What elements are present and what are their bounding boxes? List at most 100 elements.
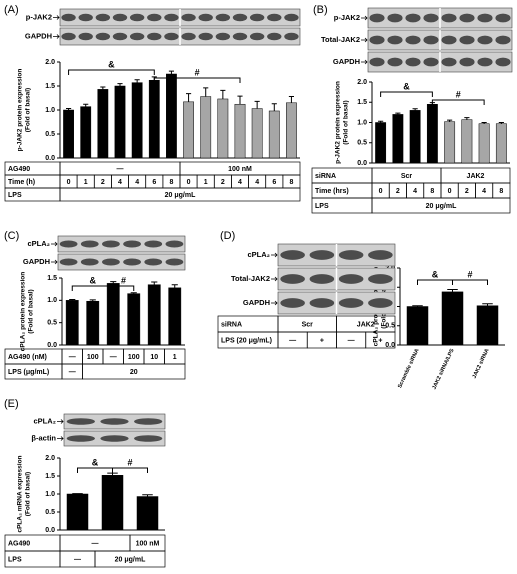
error-bar — [447, 119, 453, 122]
error-bar — [271, 103, 277, 111]
table-row-label: LPS — [8, 192, 22, 199]
table-cell — [94, 550, 166, 568]
significance-bracket — [431, 99, 485, 105]
table-cell-text: — — [74, 556, 81, 563]
blot-band — [369, 57, 385, 67]
blot-arrow — [361, 15, 368, 21]
blot-arrow — [57, 436, 64, 441]
significance-bracket — [112, 285, 135, 291]
table-cell-text: 2 — [101, 179, 105, 186]
significance-mark: # — [456, 89, 461, 99]
panel-label: (B) — [313, 4, 328, 16]
table-cell-text: 4 — [135, 179, 139, 186]
blot-band — [405, 57, 421, 67]
bar — [65, 300, 79, 346]
table-cell-text: 20 μg/mL — [115, 556, 146, 563]
significance-mark: & — [403, 81, 410, 91]
bar — [286, 102, 297, 159]
blot-band — [198, 13, 213, 22]
blot-label: p-JAK2 — [334, 13, 360, 22]
table-cell-text: 0 — [67, 179, 71, 186]
table-cell-text: 10 — [150, 354, 158, 361]
table-cell-text: 8 — [499, 188, 503, 195]
blot-band — [215, 32, 231, 41]
bar — [392, 114, 404, 164]
table-cell-text: JAK2 — [467, 173, 485, 180]
blot-band — [66, 435, 95, 442]
table-cell-text: 6 — [272, 179, 276, 186]
table-cell-text: 0 — [379, 188, 383, 195]
x-tick-label: Scramble siRNA — [397, 348, 421, 389]
table-cell-text: 1 — [84, 179, 88, 186]
bar — [97, 89, 109, 159]
bar — [375, 122, 387, 164]
blot-band — [78, 13, 93, 22]
bar — [66, 493, 89, 531]
blot-band — [249, 13, 265, 22]
table-row-label: AG490 — [8, 166, 30, 173]
blot-band — [387, 35, 403, 45]
error-bar — [69, 298, 76, 301]
y-tick-label: 0.5 — [357, 140, 367, 147]
table-cell-text: 100 — [87, 354, 99, 361]
blot-band — [284, 32, 299, 41]
bar — [166, 73, 177, 159]
blot-band — [423, 57, 439, 67]
bar — [147, 284, 161, 346]
blot-band — [405, 35, 421, 45]
bar — [478, 123, 490, 164]
table-cell-text: + — [320, 337, 324, 344]
table-row-label: LPS (20 μg/mL) — [221, 337, 272, 344]
y-axis-label: p-JAK2 protein expression — [335, 81, 342, 164]
blot-band — [134, 435, 163, 442]
blot-band — [267, 13, 282, 22]
significance-bracket — [112, 467, 148, 473]
table-cell-text: Scr — [401, 173, 413, 180]
blot-band — [165, 240, 184, 248]
table-row-label: LPS — [315, 203, 329, 210]
error-bar — [237, 95, 243, 105]
bar — [183, 101, 194, 159]
blot-band — [284, 13, 299, 22]
table-cell-text: 20 μg/mL — [165, 192, 196, 199]
table-cell-text: 100 — [128, 354, 140, 361]
blot-band — [100, 418, 129, 425]
blot-band — [198, 32, 213, 41]
error-bar — [110, 281, 117, 284]
blot-band — [164, 13, 179, 22]
blot-band — [423, 35, 439, 45]
blot-band — [66, 418, 95, 425]
bar — [426, 104, 438, 164]
blot-label: Total-JAK2 — [231, 274, 270, 283]
y-tick-label: 0.0 — [47, 342, 57, 349]
table-cell-text: 8 — [169, 179, 173, 186]
table-cell-text: — — [69, 369, 76, 376]
bar — [461, 119, 473, 164]
error-bar — [498, 122, 504, 124]
y-axis-label: (Fold of basal) — [343, 100, 350, 144]
table-cell-text: 2 — [396, 188, 400, 195]
blot-band — [59, 258, 78, 266]
y-tick-label: 0.0 — [357, 160, 367, 167]
blot-arrow — [271, 252, 278, 258]
table-cell-text: 4 — [238, 179, 242, 186]
error-bar — [171, 284, 178, 288]
table-cell — [59, 187, 301, 202]
error-bar — [168, 70, 174, 74]
bar — [80, 106, 92, 159]
blot-arrow — [51, 259, 58, 265]
significance-mark: & — [92, 457, 99, 467]
table-row-label: Time (h) — [8, 179, 35, 186]
significance-mark: # — [121, 275, 126, 285]
blot-band — [144, 240, 163, 248]
table-cell-text: 4 — [413, 188, 417, 195]
panel-label: (D) — [220, 230, 235, 242]
blot-band — [95, 13, 111, 22]
panel-label: (E) — [4, 398, 19, 410]
blot-band — [61, 13, 76, 22]
bar — [495, 123, 507, 164]
y-tick-label: 0.5 — [385, 323, 395, 330]
blot-band — [134, 418, 163, 425]
bar — [86, 300, 100, 346]
blot-band — [95, 32, 111, 41]
